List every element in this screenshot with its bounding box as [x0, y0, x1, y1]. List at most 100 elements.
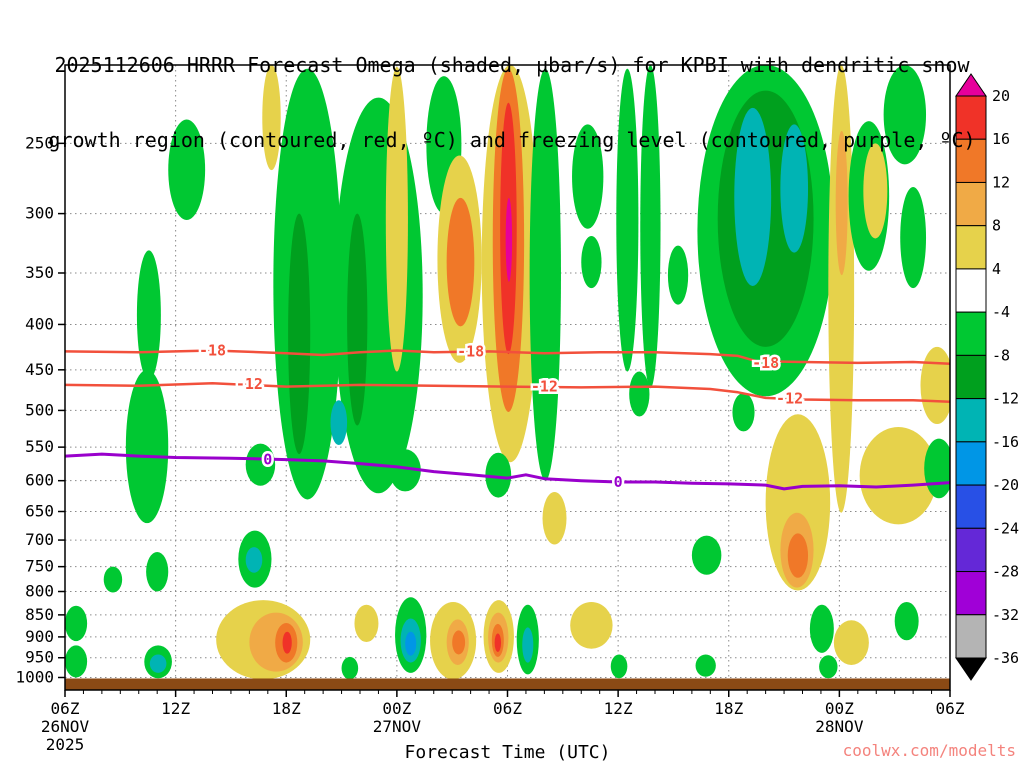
- colorbar-tick-label: -24: [992, 519, 1019, 537]
- colorbar-tick-label: -36: [992, 649, 1019, 667]
- dendritic-growth-contour: [65, 382, 950, 404]
- colorbar-tick-label: 12: [992, 173, 1010, 191]
- colorbar-segment: [955, 268, 987, 313]
- x-tick-label: 00Z: [825, 699, 854, 718]
- omega-shaded-region: [341, 656, 359, 680]
- y-tick-label: 500: [25, 400, 54, 419]
- y-tick-label: 350: [25, 263, 54, 282]
- omega-shaded-region: [629, 371, 650, 417]
- omega-shaded-region: [452, 630, 466, 655]
- freezing-level-label: 0: [614, 473, 623, 491]
- colorbar-segment: [955, 484, 987, 529]
- colorbar-segment: [955, 398, 987, 443]
- plot-area: -18 -18 -18 -12 -12 -12 0 0: [65, 65, 950, 690]
- x-tick-label: 18Z: [714, 699, 743, 718]
- colorbar-tick-label: -8: [992, 346, 1010, 364]
- omega-shaded-region: [125, 369, 169, 524]
- omega-shaded-region: [570, 601, 613, 649]
- omega-shaded-region: [494, 633, 502, 653]
- colorbar-tick-label: 16: [992, 130, 1010, 148]
- colorbar-segment: [955, 354, 987, 400]
- colorbar-tick-label: -16: [992, 433, 1019, 451]
- colorbar-segment: [955, 614, 987, 659]
- y-tick-label: 600: [25, 471, 54, 490]
- omega-shaded-region: [833, 620, 869, 665]
- chart-title-line2: growth region (contoured, red, ºC) and f…: [48, 128, 976, 152]
- omega-shaded-region: [894, 601, 919, 641]
- omega-shaded-region: [835, 130, 848, 276]
- colorbar: 20 16 12 8 4 -4 -8 -12 -16 -20 -24 -28 -32 -36: [955, 73, 1019, 681]
- colorbar-under-arrow: [955, 657, 987, 681]
- dendritic-contour-label: -18: [752, 354, 779, 372]
- omega-shaded-region: [900, 187, 927, 289]
- omega-shaded-region: [347, 213, 368, 426]
- omega-shaded-region: [505, 197, 513, 282]
- omega-shaded-region: [330, 400, 348, 446]
- x-date-label: 2025: [46, 735, 85, 754]
- colorbar-tick-label: 20: [992, 87, 1010, 105]
- colorbar-over-arrow: [955, 73, 987, 97]
- dendritic-contour-label: -18: [199, 342, 226, 360]
- y-tick-label: 400: [25, 314, 54, 333]
- omega-shaded-region: [691, 535, 722, 575]
- x-tick-label: 06Z: [51, 699, 80, 718]
- axes: 06Z 12Z 18Z 00Z 06Z 12Z 18Z 00Z 06Z26NOV202527NO…: [15, 64, 965, 754]
- freezing-level-contour: [65, 452, 950, 491]
- omega-shaded-region: [863, 143, 888, 239]
- y-tick-label: 950: [25, 648, 54, 667]
- omega-shaded-region: [522, 627, 534, 663]
- watermark-link[interactable]: coolwx.com/modelts: [842, 741, 1016, 760]
- omega-shaded-region: [667, 245, 689, 305]
- x-tick-label: 12Z: [604, 699, 633, 718]
- y-tick-label: 700: [25, 530, 54, 549]
- omega-shaded-region: [883, 65, 927, 165]
- x-tick-label: 06Z: [936, 699, 965, 718]
- y-tick-label: 800: [25, 582, 54, 601]
- omega-shaded-region: [168, 119, 206, 220]
- omega-shaded-region: [146, 551, 169, 592]
- omega-shaded-region: [695, 654, 716, 677]
- colorbar-segment: [955, 571, 987, 616]
- omega-shaded-region: [65, 605, 88, 642]
- colorbar-tick-label: 4: [992, 260, 1001, 278]
- omega-shaded-region: [65, 645, 88, 678]
- omega-shaded-region: [542, 492, 567, 545]
- omega-shaded-region: [385, 66, 408, 372]
- omega-shaded-region: [245, 547, 263, 573]
- colorbar-segment: [955, 441, 987, 486]
- y-tick-label: 250: [25, 133, 54, 152]
- colorbar-tick-label: -20: [992, 476, 1019, 494]
- x-date-label: 28NOV: [815, 717, 864, 736]
- omega-shaded-region: [262, 65, 281, 171]
- y-tick-label: 750: [25, 557, 54, 576]
- freezing-level-label: 0: [263, 451, 272, 469]
- omega-shaded-region: [734, 107, 772, 286]
- dendritic-contour-label: -12: [776, 390, 803, 408]
- omega-shaded-region: [149, 654, 167, 673]
- x-tick-label: 00Z: [382, 699, 411, 718]
- surface-terrain-bar: [65, 678, 950, 690]
- colorbar-segment: [955, 311, 987, 356]
- omega-shaded-region: [529, 68, 561, 481]
- x-axis-title: Forecast Time (UTC): [404, 742, 611, 763]
- omega-shaded-region: [819, 655, 838, 679]
- omega-shaded-region: [640, 65, 661, 389]
- omega-shaded-region: [610, 654, 628, 679]
- y-tick-label: 650: [25, 502, 54, 521]
- chart-title: 2025112606 HRRR Forecast Omega (shaded, …: [0, 3, 1024, 203]
- colorbar-tick-label: -12: [992, 390, 1019, 408]
- dendritic-growth-contour: [65, 349, 950, 366]
- dendritic-contour-label: -12: [531, 378, 558, 396]
- omega-shaded-region: [572, 124, 604, 229]
- omega-shaded-region: [136, 250, 161, 380]
- omega-shaded-region: [732, 393, 755, 432]
- colorbar-segment: [955, 138, 987, 183]
- chart-title-line1: 2025112606 HRRR Forecast Omega (shaded, …: [54, 53, 970, 77]
- colorbar-tick-label: -32: [992, 606, 1019, 624]
- y-tick-label: 450: [25, 360, 54, 379]
- omega-shaded-region: [354, 604, 379, 642]
- omega-shaded-region: [920, 346, 950, 425]
- omega-shaded-region: [581, 236, 602, 289]
- x-date-label: 27NOV: [373, 717, 422, 736]
